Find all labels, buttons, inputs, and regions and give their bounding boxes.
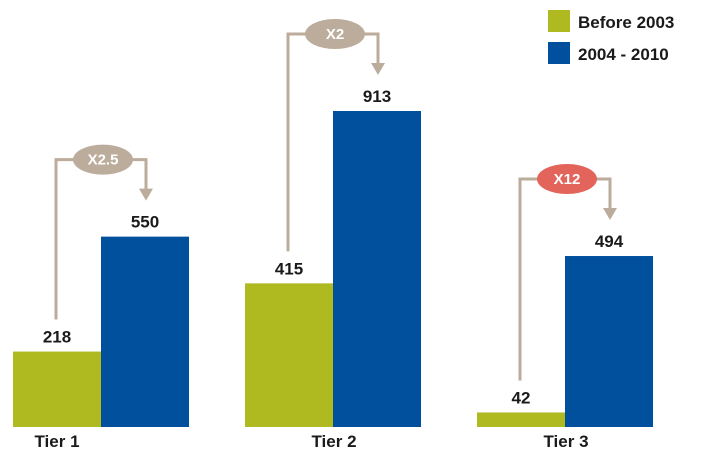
legend-swatch-2004-2010	[548, 42, 570, 64]
bar-layer	[13, 111, 653, 427]
legend-label-before-2003: Before 2003	[578, 13, 674, 32]
multiplier-badge-tier-2	[305, 19, 365, 49]
category-label-tier-3: Tier 3	[543, 432, 588, 451]
category-label-tier-1: Tier 1	[34, 432, 79, 451]
value-label-before-2003-tier-2: 415	[275, 259, 303, 278]
arrow-head-icon	[371, 63, 385, 75]
bar-2004-2010-tier-1	[101, 236, 189, 427]
multiplier-badge-tier-1	[73, 144, 133, 175]
value-label-layer: 218 550 415 913 42 494	[43, 87, 624, 407]
multiplier-layer: X2.5 X2 X12	[73, 19, 597, 195]
legend: Before 2003 2004 - 2010	[548, 10, 674, 64]
bar-before-2003-tier-2	[245, 283, 333, 427]
arrow-head-icon	[139, 188, 153, 201]
legend-label-2004-2010: 2004 - 2010	[578, 45, 669, 64]
value-label-before-2003-tier-1: 218	[43, 328, 71, 347]
category-axis-labels: Tier 1 Tier 2 Tier 3	[34, 432, 588, 451]
value-label-2004-2010-tier-3: 494	[595, 232, 624, 251]
value-label-2004-2010-tier-1: 550	[131, 213, 159, 232]
value-label-2004-2010-tier-2: 913	[363, 87, 391, 106]
multiplier-label-tier-3: X12	[554, 171, 581, 188]
multiplier-badge-tier-3	[537, 164, 597, 195]
bar-before-2003-tier-1	[13, 351, 101, 427]
bar-2004-2010-tier-3	[565, 256, 653, 427]
arrow-head-icon	[603, 208, 617, 221]
category-label-tier-2: Tier 2	[311, 432, 356, 451]
value-label-before-2003-tier-3: 42	[512, 388, 531, 407]
multiplier-label-tier-2: X2	[326, 26, 344, 43]
multiplier-label-tier-1: X2.5	[88, 152, 119, 169]
bar-2004-2010-tier-2	[333, 111, 421, 427]
legend-swatch-before-2003	[548, 10, 570, 32]
bar-before-2003-tier-3	[477, 412, 565, 427]
